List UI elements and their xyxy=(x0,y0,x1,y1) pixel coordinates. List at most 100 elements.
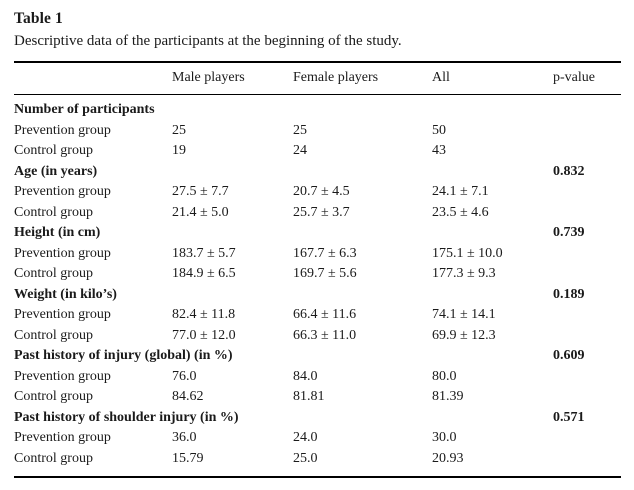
table-header: Male players Female players All p-value xyxy=(14,62,621,95)
data-row: Prevention group 27.5 ± 7.7 20.7 ± 4.5 24.1… xyxy=(14,182,621,203)
section-p-value: 0.571 xyxy=(553,409,585,425)
row-label: Control group xyxy=(14,327,93,343)
section-p-value xyxy=(553,95,621,121)
cell-male: 15.79 xyxy=(172,450,204,466)
data-row: Prevention group 82.4 ± 11.8 66.4 ± 11.6 74… xyxy=(14,305,621,326)
section-p-value: 0.739 xyxy=(553,225,585,240)
section-label: Height (in cm) xyxy=(14,225,101,240)
section-header-row: Number of participants xyxy=(14,95,621,121)
cell-male: 184.9 ± 6.5 xyxy=(172,266,236,281)
cell-pvalue xyxy=(553,203,621,224)
row-label: Control group xyxy=(14,389,93,404)
column-header-male: Male players xyxy=(172,62,293,95)
cell-all: 24.1 ± 7.1 xyxy=(432,184,489,199)
row-label: Prevention group xyxy=(14,430,111,445)
data-row: Prevention group 76.0 84.0 80.0 xyxy=(14,367,621,388)
cell-male: 77.0 ± 12.0 xyxy=(172,327,236,343)
cell-female: 81.81 xyxy=(293,389,325,404)
row-label: Control group xyxy=(14,266,93,281)
cell-male: 36.0 xyxy=(172,430,197,445)
data-row: Control group 184.9 ± 6.5 169.7 ± 5.6 177.3… xyxy=(14,264,621,285)
cell-female: 66.4 ± 11.6 xyxy=(293,307,357,322)
cell-pvalue xyxy=(553,449,621,478)
row-label: Prevention group xyxy=(14,122,111,138)
data-row: Control group 21.4 ± 5.0 25.7 ± 3.7 23.5 ± … xyxy=(14,203,621,224)
cell-female: 66.3 ± 11.0 xyxy=(293,327,357,343)
cell-pvalue xyxy=(553,141,621,162)
cell-female: 84.0 xyxy=(293,368,318,384)
row-label: Prevention group xyxy=(14,307,111,322)
data-row: Control group 77.0 ± 12.0 66.3 ± 11.0 69.9 … xyxy=(14,326,621,347)
cell-all: 74.1 ± 14.1 xyxy=(432,307,496,322)
cell-all: 80.0 xyxy=(432,368,457,384)
section-header-row: Weight (in kilo’s) 0.189 xyxy=(14,285,621,306)
cell-all: 177.3 ± 9.3 xyxy=(432,266,496,281)
row-label: Control group xyxy=(14,204,93,220)
cell-all: 50 xyxy=(432,122,446,138)
cell-all: 69.9 ± 12.3 xyxy=(432,327,496,343)
cell-all: 43 xyxy=(432,143,446,158)
data-row: Control group 84.62 81.81 81.39 xyxy=(14,387,621,408)
row-label: Prevention group xyxy=(14,184,111,199)
cell-male: 84.62 xyxy=(172,389,204,404)
cell-female: 20.7 ± 4.5 xyxy=(293,184,350,199)
data-row: Prevention group 36.0 24.0 30.0 xyxy=(14,428,621,449)
cell-male: 21.4 ± 5.0 xyxy=(172,204,229,220)
row-label: Prevention group xyxy=(14,245,111,261)
cell-pvalue xyxy=(553,182,621,203)
header-row: Male players Female players All p-value xyxy=(14,62,621,95)
cell-male: 183.7 ± 5.7 xyxy=(172,245,236,261)
cell-male: 19 xyxy=(172,143,186,158)
cell-pvalue xyxy=(553,121,621,142)
section-label: Weight (in kilo’s) xyxy=(14,286,117,302)
cell-pvalue xyxy=(553,428,621,449)
cell-female: 167.7 ± 6.3 xyxy=(293,245,357,261)
cell-female: 25 xyxy=(293,122,307,138)
section-label: Age (in years) xyxy=(14,163,98,179)
data-row: Prevention group 183.7 ± 5.7 167.7 ± 6.3 17… xyxy=(14,244,621,265)
row-label: Control group xyxy=(14,450,93,466)
cell-male: 76.0 xyxy=(172,368,197,384)
cell-all: 23.5 ± 4.6 xyxy=(432,204,489,220)
cell-all: 20.93 xyxy=(432,450,464,466)
paper-table-figure: Table 1 Descriptive data of the particip… xyxy=(14,10,621,478)
cell-female: 169.7 ± 5.6 xyxy=(293,266,357,281)
column-header-female: Female players xyxy=(293,62,432,95)
data-row: Prevention group 25 25 50 xyxy=(14,121,621,142)
section-label: Past history of shoulder injury (in %) xyxy=(14,409,239,425)
section-header-row: Past history of injury (global) (in %) 0.… xyxy=(14,346,621,367)
table-body: Number of participants Prevention group 25… xyxy=(14,95,621,478)
cell-pvalue xyxy=(553,244,621,265)
cell-pvalue xyxy=(553,305,621,326)
column-header-rowhead xyxy=(14,62,172,95)
section-label: Past history of injury (global) (in %) xyxy=(14,348,233,363)
cell-all: 81.39 xyxy=(432,389,464,404)
row-label: Prevention group xyxy=(14,368,111,384)
cell-all: 175.1 ± 10.0 xyxy=(432,245,503,261)
cell-pvalue xyxy=(553,326,621,347)
cell-all: 30.0 xyxy=(432,430,457,445)
table-title: Table 1 xyxy=(14,10,63,27)
section-header-row: Height (in cm) 0.739 xyxy=(14,223,621,244)
cell-pvalue xyxy=(553,264,621,285)
section-p-value: 0.832 xyxy=(553,163,585,179)
cell-male: 25 xyxy=(172,122,186,138)
section-header-row: Age (in years) 0.832 xyxy=(14,162,621,183)
row-label: Control group xyxy=(14,143,93,158)
cell-male: 27.5 ± 7.7 xyxy=(172,184,229,199)
column-header-all: All xyxy=(432,62,553,95)
section-p-value: 0.609 xyxy=(553,348,585,363)
table-caption: Descriptive data of the participants at … xyxy=(14,33,402,49)
cell-pvalue xyxy=(553,367,621,388)
section-p-value: 0.189 xyxy=(553,286,585,302)
cell-female: 25.7 ± 3.7 xyxy=(293,204,350,220)
cell-male: 82.4 ± 11.8 xyxy=(172,307,236,322)
data-row: Control group 19 24 43 xyxy=(14,141,621,162)
descriptive-data-table: Male players Female players All p-value Num… xyxy=(14,61,621,478)
cell-female: 25.0 xyxy=(293,450,318,466)
cell-pvalue xyxy=(553,387,621,408)
cell-female: 24 xyxy=(293,143,307,158)
section-label: Number of participants xyxy=(14,102,155,117)
data-row: Control group 15.79 25.0 20.93 xyxy=(14,449,621,478)
cell-female: 24.0 xyxy=(293,430,318,445)
